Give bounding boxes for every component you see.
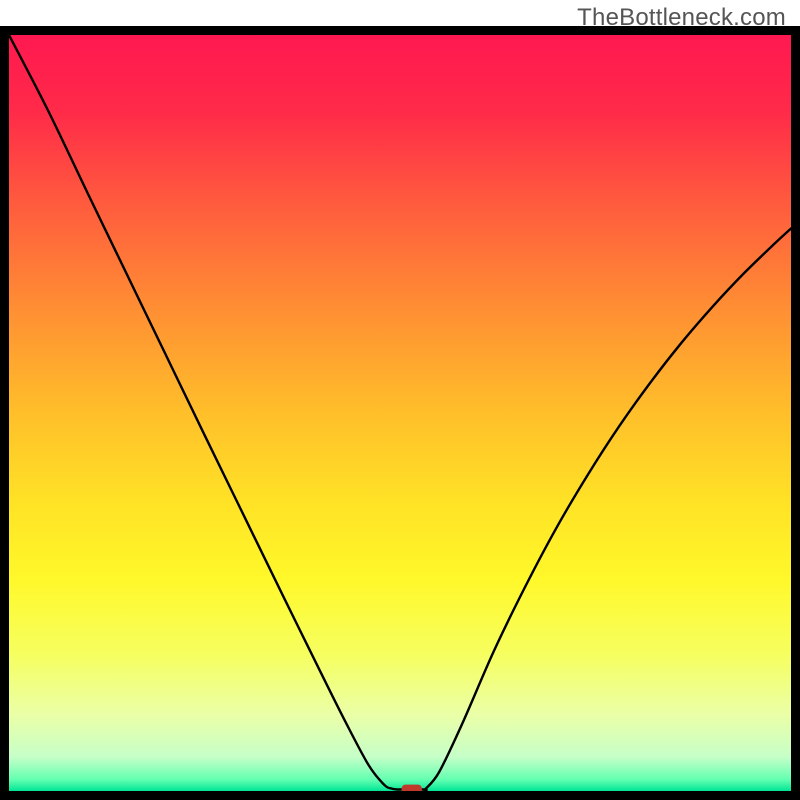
watermark-text: TheBottleneck.com — [577, 4, 786, 32]
gradient-fill — [9, 35, 791, 791]
bottleneck-chart — [0, 0, 800, 800]
chart-stage: TheBottleneck.com — [0, 0, 800, 800]
